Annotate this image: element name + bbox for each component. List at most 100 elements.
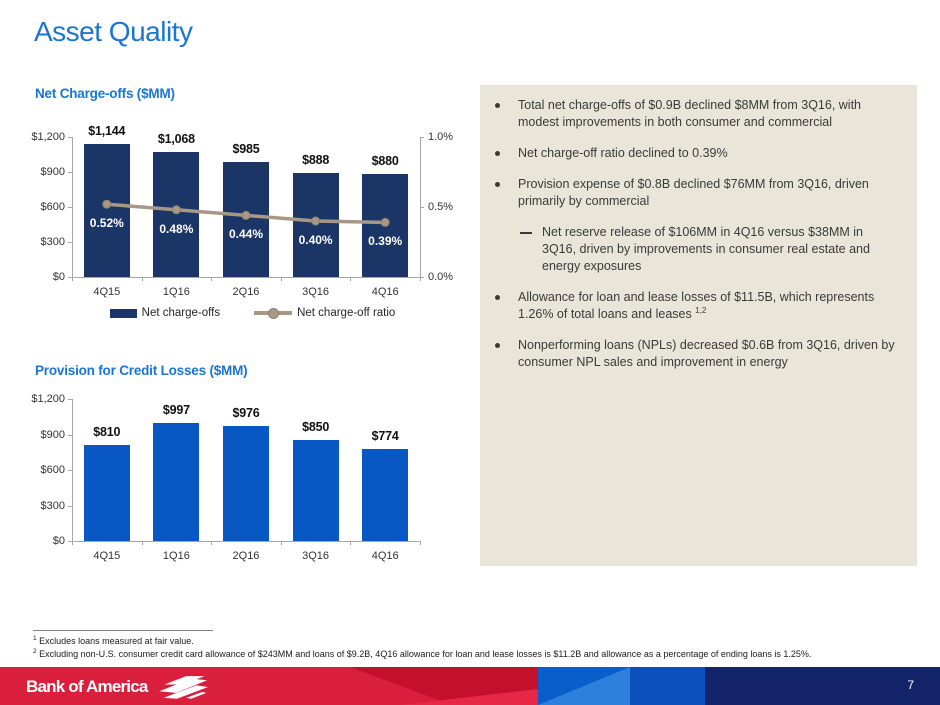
- y-axis-tick-label: $1,200: [31, 393, 65, 405]
- list-item: Total net charge-offs of $0.9B declined …: [480, 97, 917, 131]
- net-charge-offs-chart: $1,200 $900 $600 $300 $0 $1,144 $1,068 $985 $888…: [30, 124, 475, 305]
- x-axis-category-label: 2Q16: [232, 550, 260, 562]
- bar-value-label: $888: [302, 153, 330, 168]
- footer-navy-segment: 7: [705, 667, 940, 705]
- y-axis-tick-label: $0: [52, 271, 65, 283]
- x-axis-category-label: 4Q16: [371, 550, 399, 562]
- y-axis-tick-label: $900: [40, 428, 65, 441]
- footnote-sup: 2: [33, 648, 37, 655]
- ratio-value-label: 0.40%: [298, 233, 333, 247]
- y-axis-tick: [68, 470, 72, 471]
- x-axis-category-label: 4Q15: [93, 286, 121, 298]
- x-axis-line: [72, 277, 420, 278]
- legend-item-net-charge-offs: Net charge-offs: [109, 307, 221, 319]
- footer-red-segment: Bank of America: [0, 667, 538, 705]
- x-axis-tick: [141, 541, 143, 545]
- net-charge-offs-chart-title: Net Charge-offs ($MM): [35, 86, 175, 101]
- bank-of-america-flag-icon: [158, 676, 208, 699]
- list-item: Net charge-off ratio declined to 0.39%: [480, 145, 917, 162]
- footnote-1: 1 Excludes loans measured at fair value.: [33, 633, 913, 647]
- list-item: Allowance for loan and lease losses of $…: [480, 289, 917, 323]
- footer-bar: Bank of America 7: [0, 667, 940, 705]
- y-axis-tick-label: $0: [52, 535, 65, 547]
- line-marker: [380, 217, 390, 227]
- bullet-text: Provision expense of $0.8B declined $76M…: [518, 177, 869, 208]
- bar-value-label: $1,068: [157, 132, 195, 147]
- y2-axis-tick-label: 1.0%: [428, 131, 454, 143]
- y2-axis-tick-label: 0.5%: [428, 201, 454, 213]
- y-axis-tick-label: $300: [40, 236, 65, 248]
- bar-value-label: $976: [232, 405, 260, 420]
- footnote-2: 2 Excluding non-U.S. consumer credit car…: [33, 646, 913, 660]
- bar-value-label: $880: [371, 154, 399, 169]
- page-number: 7: [907, 678, 914, 692]
- logo-text: Bank of America: [26, 677, 148, 696]
- ratio-value-label: 0.48%: [159, 221, 194, 236]
- footer-blue-segment: [538, 667, 630, 705]
- y-axis-tick-label: $1,200: [31, 131, 65, 143]
- line-swatch-icon: [254, 308, 293, 320]
- bar: [153, 152, 200, 277]
- provision-chart-title: Provision for Credit Losses ($MM): [35, 363, 248, 378]
- x-axis-category-label: 1Q16: [162, 550, 190, 562]
- x-axis-tick: [211, 541, 213, 545]
- y-axis-tick: [68, 277, 72, 278]
- ratio-value-label: 0.52%: [89, 216, 124, 231]
- y-axis-tick-label: $900: [40, 166, 65, 178]
- bar: [153, 423, 200, 541]
- x-axis-category-label: 3Q16: [302, 550, 330, 562]
- legend-label: Net charge-offs: [141, 307, 221, 319]
- ratio-line-series: [102, 199, 390, 227]
- y-axis-tick-label: $600: [40, 201, 65, 213]
- x-axis-tick: [72, 541, 73, 545]
- bar-value-label: $810: [93, 425, 121, 440]
- x-axis-tick: [72, 277, 73, 281]
- y2-axis-tick: [420, 137, 424, 138]
- x-axis-tick: [280, 541, 282, 545]
- y-axis-tick: [68, 172, 72, 173]
- y2-axis-tick: [420, 277, 424, 278]
- legend-label: Net charge-off ratio: [297, 307, 396, 319]
- bar: [83, 445, 130, 541]
- y-axis-tick: [68, 541, 72, 542]
- x-axis-tick: [280, 277, 282, 281]
- y-axis-tick: [68, 434, 72, 436]
- line-marker: [102, 199, 112, 209]
- bullet-text: Nonperforming loans (NPLs) decreased $0.…: [518, 338, 895, 369]
- bank-of-america-logo: Bank of America: [26, 674, 208, 700]
- x-axis-tick: [211, 277, 213, 281]
- ratio-value-label: 0.44%: [228, 227, 263, 242]
- footer-red-chevron-decoration: [350, 667, 538, 705]
- bar: [223, 425, 269, 541]
- commentary-panel: Total net charge-offs of $0.9B declined …: [480, 85, 917, 566]
- bullet-text: Allowance for loan and lease losses of $…: [518, 290, 875, 321]
- bullet-icon: [495, 343, 500, 348]
- y2-axis-tick-label: 0.0%: [428, 271, 454, 283]
- y2-axis-tick: [420, 207, 424, 208]
- x-axis-category-label: 3Q16: [302, 286, 330, 298]
- line-marker: [311, 216, 321, 226]
- line-marker: [171, 205, 181, 215]
- bar-swatch-icon: [109, 308, 137, 318]
- footnote-text: Excluding non-U.S. consumer credit card …: [36, 649, 812, 659]
- legend-item-ratio: Net charge-off ratio: [254, 307, 396, 320]
- y-axis-tick: [68, 242, 72, 243]
- bullet-list: Total net charge-offs of $0.9B declined …: [480, 97, 917, 385]
- list-item: Provision expense of $0.8B declined $76M…: [480, 176, 917, 210]
- y-axis-tick: [68, 207, 72, 208]
- y-axis-tick-label: $600: [40, 464, 65, 476]
- x-axis-tick: [350, 277, 352, 281]
- bar-value-label: $774: [371, 429, 399, 444]
- footer-blue-segment-2: [630, 667, 705, 705]
- bullet-text: Total net charge-offs of $0.9B declined …: [518, 98, 862, 129]
- bar: [83, 143, 130, 277]
- bullet-text: Net charge-off ratio declined to 0.39%: [518, 146, 728, 160]
- x-axis-tick: [350, 541, 352, 545]
- ratio-value-label: 0.39%: [368, 234, 403, 249]
- x-axis-line: [72, 541, 420, 542]
- x-axis-category-label: 4Q16: [371, 286, 399, 298]
- footnote-sup: 1: [33, 635, 37, 642]
- x-axis-category-label: 2Q16: [232, 286, 260, 298]
- y-axis-tick: [68, 505, 72, 507]
